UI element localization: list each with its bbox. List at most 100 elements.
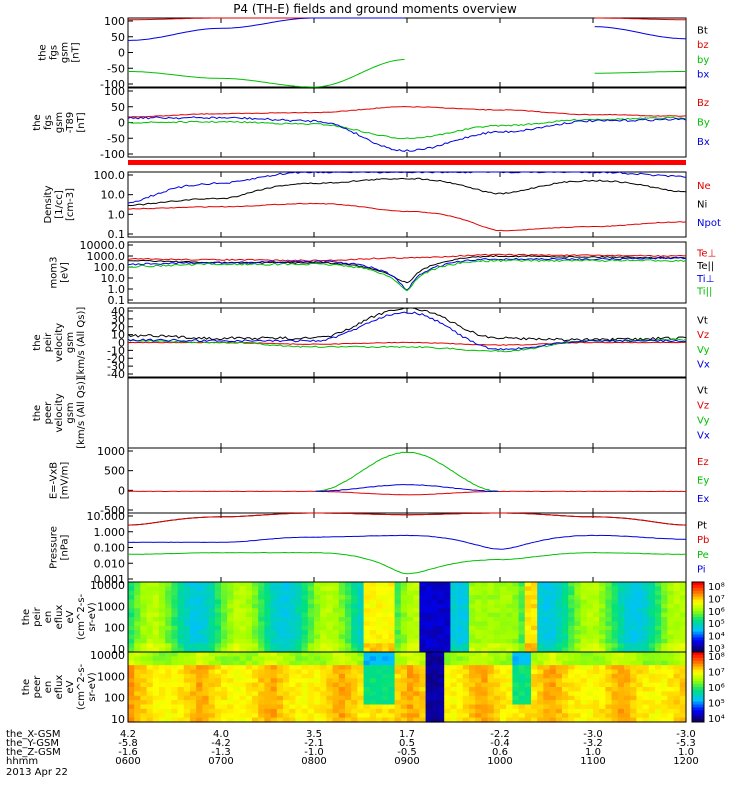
spectrogram-cell — [413, 687, 420, 692]
spectrogram-cell — [524, 673, 532, 679]
y-axis-label: Pressure — [49, 526, 60, 569]
spectrogram-cell — [252, 673, 259, 679]
spectrogram-cell — [469, 660, 476, 666]
spectrogram-cell — [543, 656, 551, 662]
spectrogram-cell — [376, 717, 383, 723]
spectrogram-cell — [252, 708, 259, 714]
spectrogram-cell — [642, 691, 650, 697]
spectrogram-cell — [183, 691, 191, 697]
spectrogram-cell — [593, 590, 600, 596]
spectrogram-cell — [307, 647, 315, 653]
spectrogram-cell — [190, 660, 197, 666]
spectrogram-cell — [270, 612, 278, 618]
panel-frame — [127, 241, 687, 304]
spectrogram-cell — [469, 634, 476, 640]
spectrogram-cell — [363, 630, 371, 636]
y-axis-label: [cm-3] — [65, 188, 76, 221]
spectrogram-cell — [562, 586, 569, 592]
spectrogram-cell — [183, 643, 191, 649]
spectrogram-cell — [562, 656, 569, 662]
spectrogram-cell — [208, 612, 216, 618]
spectrogram-cell — [413, 621, 420, 627]
spectrogram-cell — [345, 652, 352, 657]
legend-Ez: Ez — [697, 457, 709, 468]
spectrogram-cell — [617, 660, 625, 666]
spectrogram-cell — [227, 678, 234, 684]
spectrogram-cell — [624, 590, 631, 596]
spectrogram-cell — [407, 625, 414, 631]
spectrogram-cell — [655, 625, 662, 631]
spectrogram-cell — [413, 625, 420, 631]
spectrogram-cell — [431, 617, 439, 622]
spectrogram-cell — [475, 687, 482, 692]
spectrogram-cell — [574, 634, 582, 640]
spectrogram-cell — [301, 586, 309, 592]
spectrogram-cell — [574, 599, 582, 605]
spectrogram-cell — [673, 603, 681, 609]
spectrogram-cell — [239, 660, 247, 666]
spectrogram-cell — [444, 634, 451, 640]
spectrogram-cell — [140, 700, 148, 706]
spectrogram-cell — [171, 625, 179, 631]
spectrogram-cell — [531, 708, 538, 714]
y-tick-label: 10 — [111, 713, 125, 726]
spectrogram-cell — [227, 590, 234, 596]
spectrogram-cell — [642, 647, 650, 653]
colorbar-cell — [692, 669, 704, 673]
spectrogram-cell — [289, 643, 296, 649]
spectrogram-cell — [270, 599, 278, 605]
spectrogram-cell — [661, 590, 668, 596]
spectrogram-cell — [183, 665, 191, 671]
spectrogram-cell — [555, 713, 563, 719]
spectrogram-cell — [648, 599, 656, 605]
spectrogram-cell — [673, 665, 681, 671]
spectrogram-cell — [159, 595, 166, 601]
spectrogram-cell — [345, 687, 352, 692]
spectrogram-cell — [196, 595, 203, 601]
spectrogram-cell — [171, 669, 179, 675]
spectrogram-cell — [407, 647, 414, 653]
spectrogram-cell — [301, 713, 309, 719]
spectrogram-cell — [146, 638, 154, 644]
spectrogram-cell — [469, 652, 476, 657]
spectrogram-cell — [438, 590, 445, 596]
y-tick-label: 50 — [111, 31, 125, 44]
spectrogram-cell — [146, 678, 154, 684]
spectrogram-cell — [363, 582, 371, 587]
spectrogram-cell — [245, 687, 253, 692]
spectrogram-cell — [190, 638, 197, 644]
spectrogram-cell — [531, 669, 538, 675]
spectrogram-cell — [382, 704, 389, 710]
spectrogram-cell — [221, 599, 228, 605]
spectrogram-cell — [506, 669, 513, 675]
spectrogram-cell — [190, 630, 197, 636]
spectrogram-cell — [555, 656, 563, 662]
spectrogram-cell — [245, 656, 253, 662]
spectrogram-cell — [617, 669, 625, 675]
spectrogram-cell — [537, 586, 544, 592]
spectrogram-cell — [165, 599, 172, 605]
spectrogram-cell — [518, 586, 526, 592]
spectrogram-cell — [357, 652, 365, 657]
spectrogram-cell — [357, 595, 365, 601]
spectrogram-cell — [679, 669, 687, 675]
spectrogram-cell — [419, 717, 427, 723]
spectrogram-cell — [481, 634, 489, 640]
spectrogram-cell — [524, 713, 532, 719]
series-pressure-Pb — [127, 512, 687, 526]
spectrogram-cell — [301, 652, 309, 657]
spectrogram-cell — [276, 630, 284, 636]
spectrogram-cell — [487, 586, 495, 592]
spectrogram-cell — [382, 660, 389, 666]
spectrogram-cell — [295, 630, 303, 636]
spectrogram-cell — [276, 678, 284, 684]
spectrogram-cell — [537, 695, 544, 701]
spectrogram-cell — [518, 713, 526, 719]
spectrogram-cell — [239, 625, 247, 631]
spectrogram-cell — [394, 669, 402, 675]
spectrogram-cell — [630, 590, 637, 596]
position-value: 4.0 — [213, 729, 229, 740]
spectrogram-cell — [283, 682, 290, 688]
spectrogram-cell — [177, 695, 185, 701]
spectrogram-cell — [196, 704, 203, 710]
